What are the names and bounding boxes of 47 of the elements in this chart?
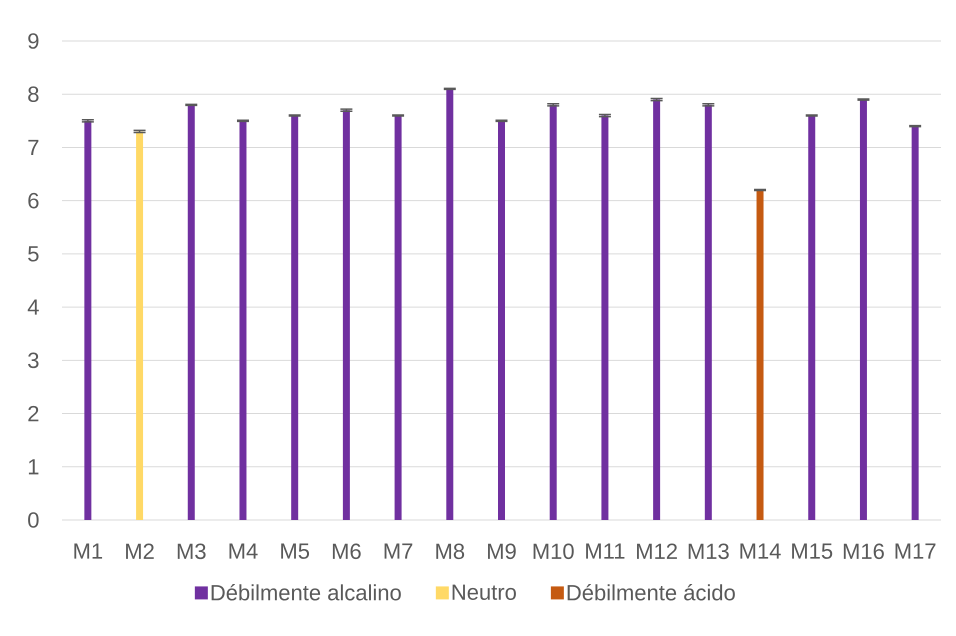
x-tick-label: M2 bbox=[126, 544, 154, 559]
x-tick-label: M4 bbox=[230, 544, 258, 559]
bar bbox=[601, 116, 608, 520]
bar bbox=[704, 104, 712, 520]
x-tick-label: M3 bbox=[178, 544, 206, 560]
y-tick-label: 4 bbox=[28, 300, 39, 315]
y-tick-label: 3 bbox=[28, 352, 39, 368]
bar bbox=[653, 100, 660, 520]
bar bbox=[498, 120, 506, 520]
bar bbox=[188, 104, 195, 520]
bar bbox=[446, 88, 454, 520]
y-tick-label: 8 bbox=[28, 86, 39, 102]
bar bbox=[239, 120, 246, 520]
bar bbox=[550, 104, 557, 520]
x-tick-label: M5 bbox=[281, 544, 310, 559]
x-tick-label: M9 bbox=[488, 544, 516, 560]
bar bbox=[912, 126, 919, 520]
y-tick-label: 6 bbox=[28, 192, 39, 208]
x-tick-label: M6 bbox=[332, 544, 361, 560]
y-tick-label: 7 bbox=[28, 140, 38, 156]
legend-label: Débilmente ácido bbox=[568, 584, 735, 600]
y-tick-label: 9 bbox=[28, 33, 38, 49]
bar bbox=[394, 116, 402, 520]
bar bbox=[756, 190, 764, 520]
x-tick-label: M16 bbox=[844, 544, 884, 560]
y-tick-label: 1 bbox=[28, 459, 38, 474]
y-tick-label: 0 bbox=[28, 512, 39, 528]
bar bbox=[291, 116, 298, 520]
bar bbox=[860, 100, 867, 520]
x-tick-label: M10 bbox=[534, 544, 574, 560]
x-tick-label: M7 bbox=[384, 544, 412, 559]
y-tick-label: 5 bbox=[28, 246, 39, 262]
x-tick-label: M13 bbox=[688, 544, 729, 560]
legend-label: Neutro bbox=[452, 584, 516, 600]
x-tick-label: M12 bbox=[637, 544, 677, 559]
x-tick-label: M15 bbox=[792, 544, 832, 559]
bar bbox=[342, 110, 350, 520]
legend-label: Débilmente alcalino bbox=[212, 584, 401, 600]
y-tick-label: 2 bbox=[28, 406, 38, 422]
bar bbox=[808, 116, 816, 520]
x-tick-label: M17 bbox=[896, 544, 936, 559]
x-tick-label: M1 bbox=[74, 544, 102, 559]
bar bbox=[136, 131, 144, 520]
x-tick-label: M8 bbox=[436, 544, 464, 560]
x-tick-label: M11 bbox=[586, 544, 624, 559]
x-tick-label: M14 bbox=[740, 544, 781, 559]
bar bbox=[84, 120, 92, 520]
